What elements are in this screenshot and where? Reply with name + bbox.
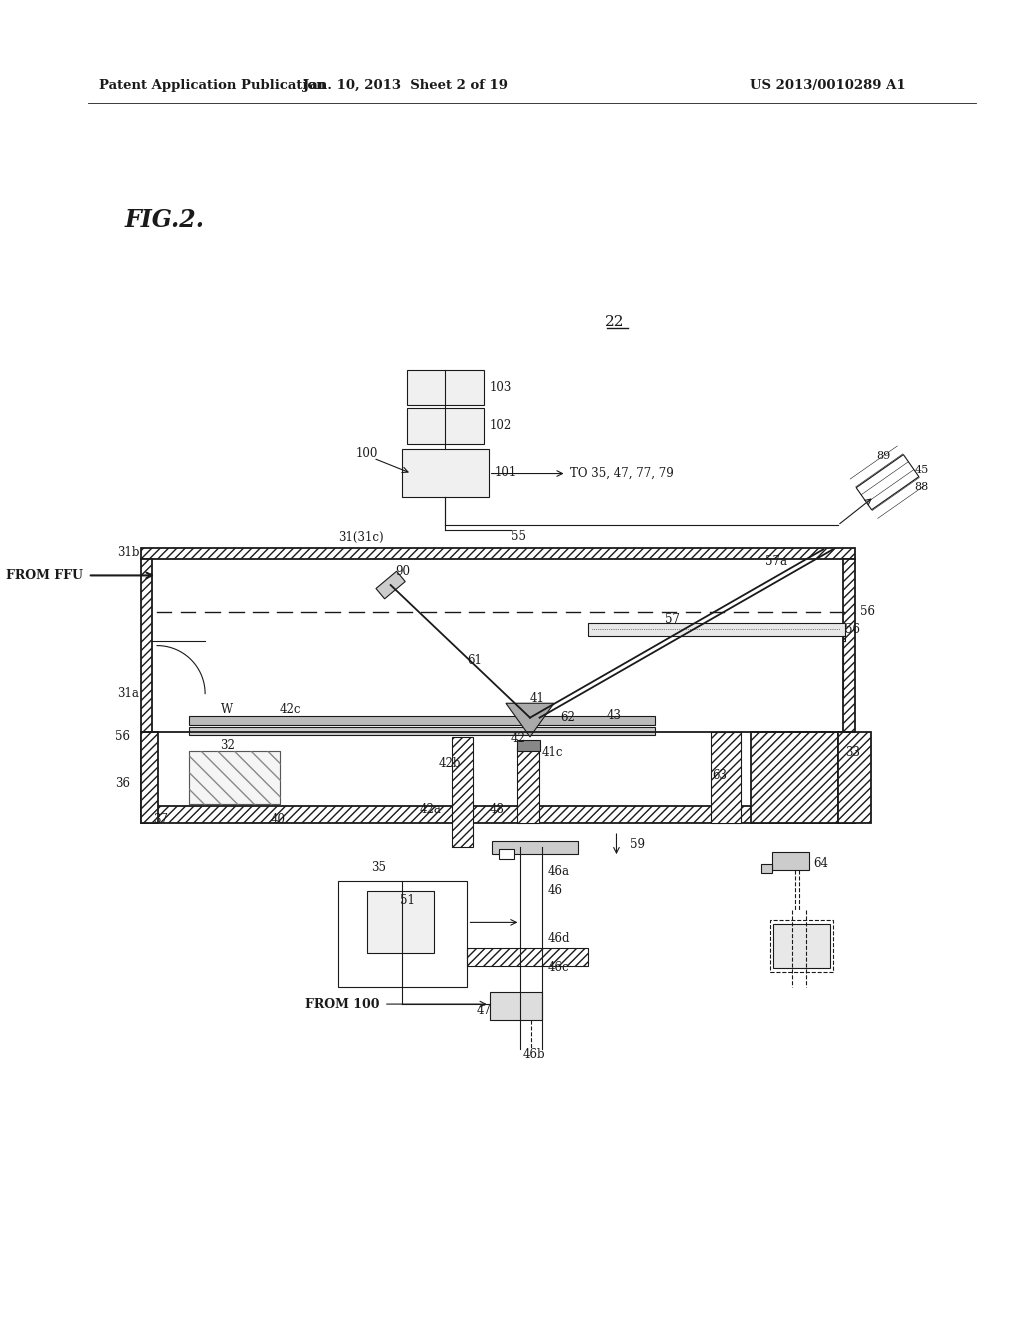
Text: 46: 46: [547, 884, 562, 898]
Text: 46d: 46d: [547, 932, 569, 945]
Text: FROM 100: FROM 100: [304, 998, 379, 1011]
Text: TO 35, 47, 77, 79: TO 35, 47, 77, 79: [570, 467, 674, 480]
Text: 46a: 46a: [547, 865, 569, 878]
Text: 100: 100: [356, 447, 379, 459]
Bar: [402, 449, 488, 496]
Bar: [188, 751, 281, 804]
Bar: [773, 924, 829, 968]
Bar: [188, 727, 655, 735]
Bar: [489, 991, 543, 1020]
Text: 41c: 41c: [542, 746, 563, 759]
Text: 42a: 42a: [420, 804, 441, 817]
Text: 33: 33: [845, 746, 860, 759]
Text: 47: 47: [477, 1005, 493, 1018]
Text: 36: 36: [115, 776, 130, 789]
Bar: [338, 880, 468, 987]
Bar: [140, 807, 855, 824]
Bar: [761, 863, 772, 874]
Text: 35: 35: [372, 861, 386, 874]
Text: 64: 64: [813, 857, 828, 870]
Text: 46c: 46c: [547, 961, 569, 974]
Text: 45: 45: [914, 465, 929, 475]
Text: 63: 63: [713, 768, 728, 781]
Text: 56: 56: [859, 606, 874, 619]
Text: 55: 55: [511, 531, 525, 544]
Text: 22: 22: [605, 314, 625, 329]
Polygon shape: [856, 454, 919, 510]
Text: 32: 32: [220, 739, 236, 752]
Bar: [367, 891, 434, 953]
Bar: [772, 853, 809, 870]
Text: 57: 57: [665, 612, 680, 626]
Bar: [407, 370, 483, 405]
Bar: [838, 733, 855, 824]
Text: 31b: 31b: [117, 546, 139, 558]
Bar: [751, 733, 838, 824]
Text: 56: 56: [115, 730, 130, 743]
Text: 31a: 31a: [117, 688, 138, 700]
Text: 46b: 46b: [522, 1048, 545, 1060]
Text: 57a: 57a: [766, 556, 787, 569]
Text: 42b: 42b: [438, 758, 461, 771]
Bar: [407, 408, 483, 444]
Text: 37: 37: [154, 813, 168, 826]
Text: 31(31c): 31(31c): [338, 531, 383, 544]
Text: 42c: 42c: [281, 704, 302, 717]
Text: FIG.2.: FIG.2.: [124, 207, 205, 232]
Bar: [140, 548, 855, 560]
Text: 40: 40: [270, 813, 286, 826]
Bar: [517, 747, 539, 824]
Text: US 2013/0010289 A1: US 2013/0010289 A1: [751, 79, 906, 91]
Bar: [188, 751, 281, 804]
Bar: [453, 737, 473, 847]
Text: 62: 62: [561, 711, 575, 725]
Bar: [140, 560, 153, 814]
Bar: [492, 841, 578, 854]
Text: 43: 43: [607, 709, 622, 722]
Bar: [838, 733, 871, 824]
Text: 59: 59: [630, 838, 645, 851]
Polygon shape: [506, 704, 554, 737]
Text: FROM FFU: FROM FFU: [6, 569, 83, 582]
Bar: [516, 739, 540, 751]
Bar: [500, 849, 514, 859]
Text: W: W: [220, 704, 232, 717]
Text: 90: 90: [395, 565, 411, 578]
Bar: [770, 920, 833, 973]
Text: Patent Application Publication: Patent Application Publication: [99, 79, 326, 91]
Bar: [468, 948, 588, 966]
Bar: [844, 560, 855, 814]
Text: 101: 101: [495, 466, 517, 479]
Text: 102: 102: [489, 418, 512, 432]
Text: Jan. 10, 2013  Sheet 2 of 19: Jan. 10, 2013 Sheet 2 of 19: [302, 79, 508, 91]
Text: 42: 42: [511, 733, 525, 746]
Text: 48: 48: [489, 804, 505, 817]
Bar: [140, 733, 158, 824]
Text: 89: 89: [876, 451, 890, 461]
Text: 103: 103: [489, 380, 512, 393]
Text: 61: 61: [468, 653, 482, 667]
Text: 56: 56: [845, 623, 860, 636]
Text: 51: 51: [400, 894, 415, 907]
Polygon shape: [376, 572, 406, 599]
Bar: [188, 715, 655, 726]
Bar: [711, 733, 741, 824]
Text: 41: 41: [530, 692, 545, 705]
Text: 88: 88: [914, 482, 929, 492]
Bar: [588, 623, 845, 636]
